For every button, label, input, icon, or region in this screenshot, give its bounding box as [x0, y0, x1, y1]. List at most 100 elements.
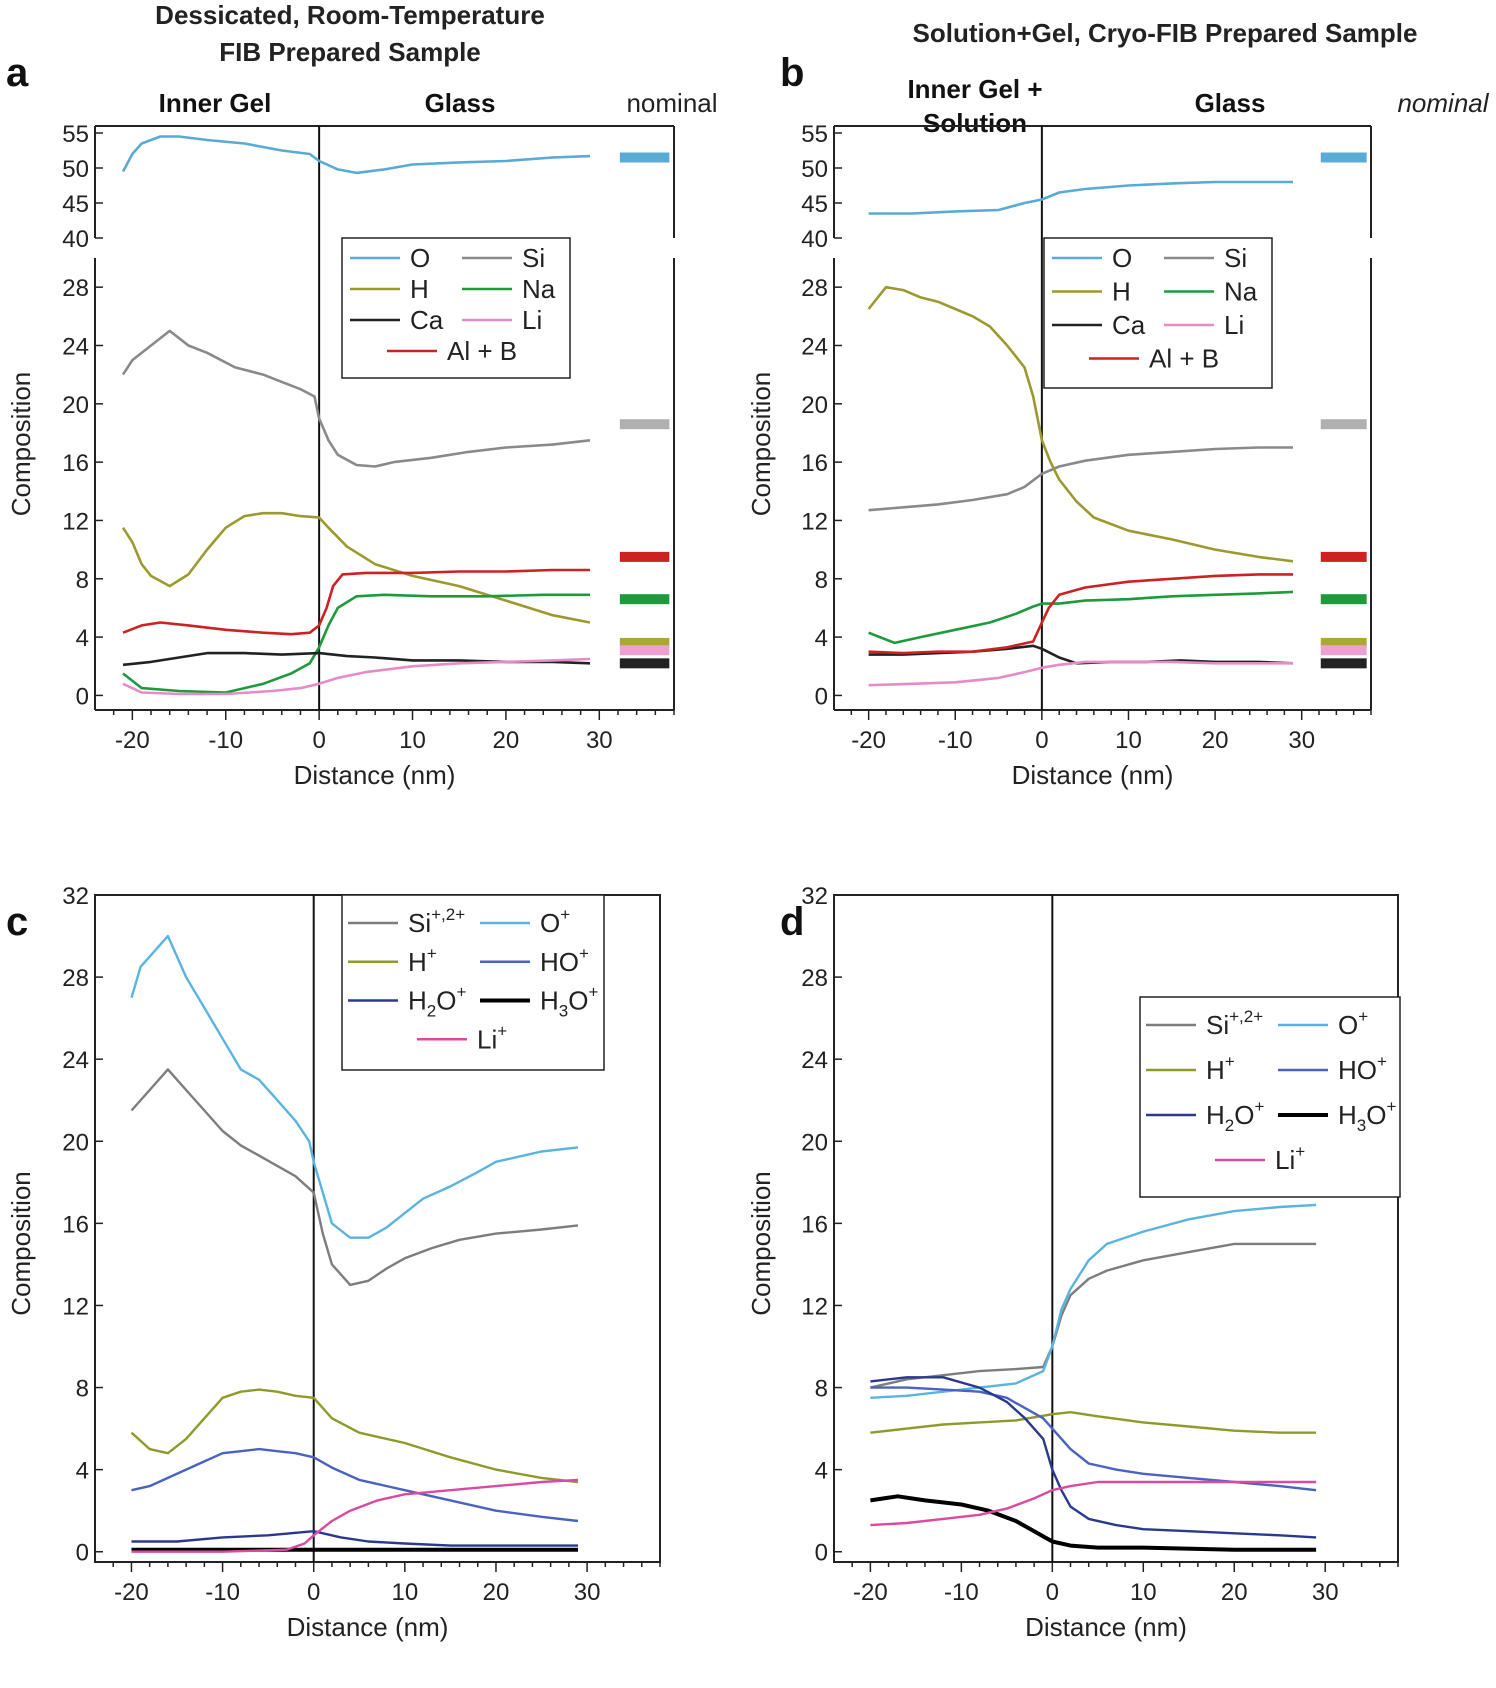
- legend-label-O_ion: O+: [1338, 1007, 1368, 1040]
- nominal-bar-Ca: [619, 658, 670, 669]
- series-AlB: [868, 573, 1293, 655]
- legend-label-Si_ion: Si+,2+: [1206, 1007, 1263, 1040]
- series-Ca: [122, 651, 591, 667]
- legend-label-H2O_ion: H2O+: [408, 983, 466, 1021]
- x-tick-label: -10: [938, 727, 973, 754]
- y-tick-label: 12: [801, 508, 828, 535]
- series-H: [867, 285, 1294, 563]
- y-tick-label: 16: [62, 450, 89, 477]
- panel-c-letter: c: [6, 900, 28, 944]
- series-Si: [121, 329, 591, 468]
- series-Si_ion: [130, 1068, 579, 1287]
- legend-label-HO_ion: HO+: [540, 944, 589, 977]
- series-O_ion: [870, 1203, 1317, 1399]
- legend-label-Na: Na: [1224, 277, 1258, 307]
- x-tick-label: -20: [115, 727, 150, 754]
- series-H3O_ion: [870, 1494, 1317, 1552]
- legend-box: [341, 237, 571, 379]
- x-tick-label: 10: [391, 1579, 418, 1606]
- nominal-bar-Si: [1320, 419, 1367, 430]
- legend-label-Na: Na: [522, 274, 556, 304]
- y-tick-label: 16: [801, 1211, 828, 1238]
- x-tick-label: 0: [312, 727, 325, 754]
- panel-d-letter: d: [780, 900, 804, 944]
- y-tick-label: 28: [62, 275, 89, 302]
- series-HO_ion: [870, 1386, 1317, 1492]
- panel-a-title-line2: FIB Prepared Sample: [219, 37, 481, 67]
- panel-b: 40 45 50 55 0 4 8 12 16 20 24 28 -20 -10 0 10 20 30 Distan…: [746, 121, 1372, 790]
- x-tick-label: 20: [1221, 1579, 1248, 1606]
- y-tick-label: 12: [62, 508, 89, 535]
- y-tick-label-top: 40: [62, 226, 89, 253]
- x-tick-label: -20: [853, 1579, 888, 1606]
- x-tick-label: 30: [1312, 1579, 1339, 1606]
- legend-label-Si: Si: [1224, 243, 1247, 273]
- legend-label-AlB: Al + B: [1149, 344, 1219, 374]
- y-tick-label: 0: [815, 683, 828, 710]
- panel-b-region-glass: Glass: [1195, 88, 1266, 118]
- y-tick-label: 4: [76, 1458, 89, 1485]
- y-tick-label: 28: [62, 965, 89, 992]
- panel-a-region-inner-gel: Inner Gel: [159, 88, 272, 118]
- y-tick-label-top: 45: [801, 191, 828, 218]
- y-tick-label: 16: [801, 450, 828, 477]
- y-tick-label: 20: [62, 1129, 89, 1156]
- panel-a-title-line1: Dessicated, Room-Temperature: [155, 0, 545, 30]
- nominal-bar-Na: [619, 594, 670, 605]
- x-tick-label: 20: [483, 1579, 510, 1606]
- x-tick-label: 20: [1202, 727, 1229, 754]
- series-O_ion: [130, 934, 579, 1239]
- series-H2O_ion: [870, 1376, 1317, 1539]
- y-tick-label: 20: [801, 392, 828, 419]
- y-tick-label-top: 40: [801, 226, 828, 253]
- panel-b-region-inner-gel-line1: Inner Gel +: [907, 74, 1042, 104]
- series-H_ion: [130, 1388, 579, 1484]
- legend-label-Li: Li: [522, 305, 542, 335]
- y-tick-label: 24: [62, 1047, 89, 1074]
- nominal-bar-Na: [1320, 594, 1367, 605]
- legend-label-H3O_ion: H3O+: [540, 983, 598, 1021]
- legend-label-Ca: Ca: [1112, 310, 1146, 340]
- y-tick-label: 28: [801, 965, 828, 992]
- panel-b-region-inner-gel-line2: Solution: [923, 108, 1027, 138]
- legend-label-Li_ion: Li+: [477, 1021, 507, 1054]
- nominal-bar-O: [1320, 152, 1367, 163]
- y-tick-label: 32: [801, 883, 828, 910]
- series-Li: [122, 657, 591, 696]
- y-tick-label: 20: [62, 392, 89, 419]
- x-axis-label: Distance (nm): [287, 1612, 449, 1642]
- x-tick-label: 30: [586, 727, 613, 754]
- legend-box: [1043, 237, 1273, 389]
- y-tick-label: 8: [76, 567, 89, 594]
- nominal-bar-Si: [619, 419, 670, 430]
- y-axis-label: Composition: [746, 372, 776, 517]
- panel-b-letter: b: [780, 51, 804, 95]
- panel-a-letter: a: [6, 51, 29, 95]
- legend-label-H2O_ion: H2O+: [1206, 1097, 1264, 1135]
- nominal-bar-H: [1320, 637, 1367, 648]
- nominal-bar-Li: [1320, 645, 1367, 656]
- panel-d: 0 4 8 12 16 20 24 28 32 -20 -10 0 10 20 30 Distance (nm…: [746, 883, 1401, 1642]
- panel-a: 40 45 50 55 0 4 8 12 16 20 24 28 -20 -10 0 10 20 30 Distan…: [6, 121, 675, 790]
- x-tick-label: 0: [1046, 1579, 1059, 1606]
- y-tick-label-top: 55: [801, 121, 828, 148]
- series-H_ion: [870, 1411, 1317, 1434]
- x-tick-label: 0: [307, 1579, 320, 1606]
- legend-label-H_ion: H+: [1206, 1052, 1235, 1085]
- y-tick-label: 0: [76, 1540, 89, 1567]
- y-tick-label: 8: [76, 1376, 89, 1403]
- nominal-bar-O: [619, 152, 670, 163]
- nominal-bar-H: [619, 637, 670, 648]
- y-tick-label: 4: [76, 625, 89, 652]
- panel-a-nominal-label: nominal: [626, 88, 717, 118]
- y-tick-label: 24: [62, 333, 89, 360]
- y-tick-label-top: 45: [62, 191, 89, 218]
- legend-label-Li_ion: Li+: [1275, 1142, 1305, 1175]
- x-tick-label: 30: [574, 1579, 601, 1606]
- series-Na: [122, 593, 590, 694]
- y-tick-label: 24: [801, 333, 828, 360]
- y-tick-label: 12: [62, 1293, 89, 1320]
- legend-label-H: H: [410, 274, 429, 304]
- series-H: [121, 511, 591, 624]
